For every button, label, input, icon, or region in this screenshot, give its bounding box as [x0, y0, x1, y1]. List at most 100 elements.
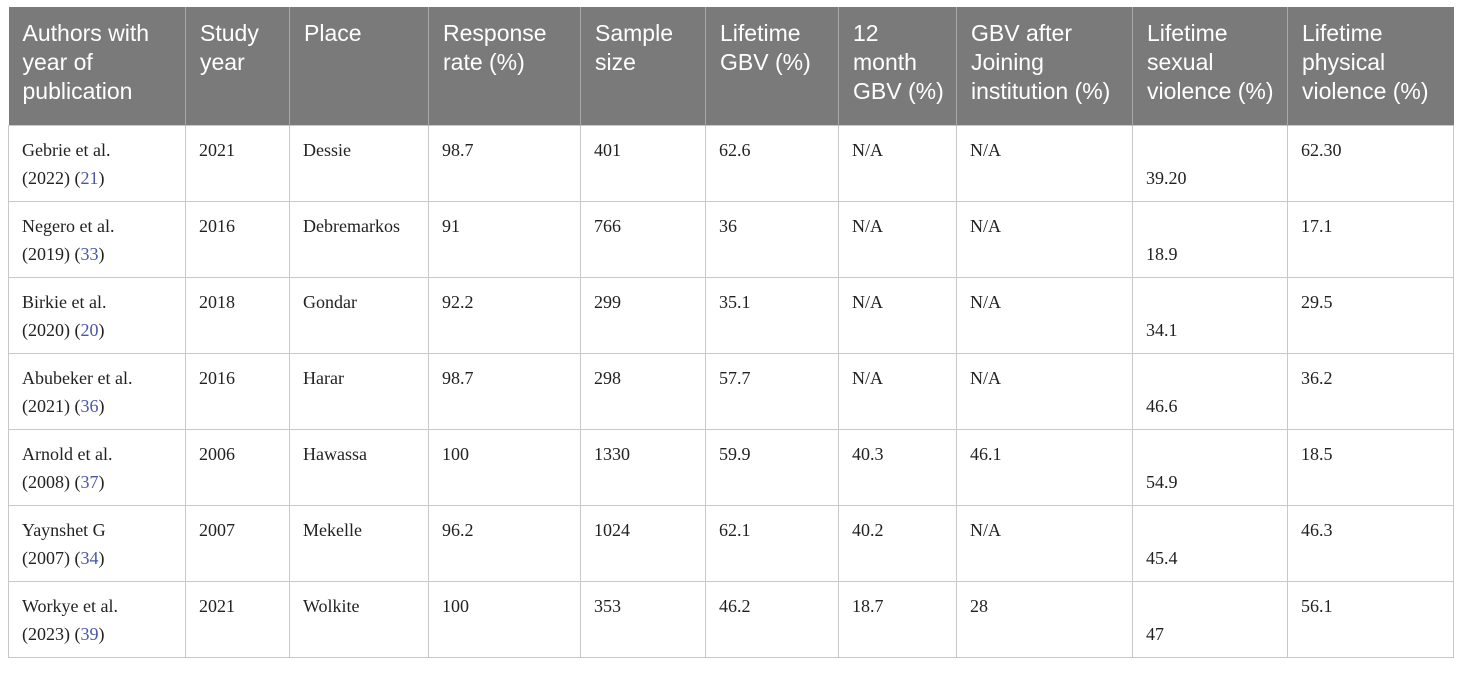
publication-year: (2007): [22, 547, 70, 568]
lifetime-physical-violence-cell: 46.3: [1287, 504, 1454, 582]
lifetime-sexual-violence-cell: 45.4: [1132, 504, 1288, 582]
table-body: Gebrie et al. (2022) (21) 2021 Dessie 98.7 40…: [8, 124, 1454, 658]
lifetime-sexual-violence-cell: 54.9: [1132, 428, 1288, 506]
reference-link[interactable]: 33: [80, 243, 99, 264]
publication-year: (2023): [22, 623, 70, 644]
header-lifetime-gbv: Lifetime GBV (%): [705, 7, 839, 125]
gbv-after-joining-cell: N/A: [956, 504, 1133, 582]
sample-size-cell: 401: [580, 124, 706, 202]
reference-link[interactable]: 21: [80, 167, 99, 188]
study-year-cell: 2021: [185, 580, 290, 658]
table-row: Arnold et al. (2008) (37) 2006 Hawassa 100 13…: [8, 428, 1454, 506]
place-cell: Mekelle: [289, 504, 429, 582]
lifetime-sexual-violence-cell: 47: [1132, 580, 1288, 658]
header-12-month-gbv: 12 month GBV (%): [838, 7, 957, 125]
reference-link[interactable]: 37: [80, 471, 99, 492]
lifetime-physical-violence-cell: 36.2: [1287, 352, 1454, 430]
place-cell: Harar: [289, 352, 429, 430]
header-response-rate: Response rate (%): [428, 7, 581, 125]
author-cell: Gebrie et al. (2022) (21): [8, 124, 186, 202]
response-rate-cell: 98.7: [428, 352, 581, 430]
author-cell: Birkie et al. (2020) (20): [8, 276, 186, 354]
header-row: Authors with year of publication Study y…: [8, 7, 1454, 125]
table-header: Authors with year of publication Study y…: [8, 7, 1454, 125]
lifetime-physical-violence-cell: 17.1: [1287, 200, 1454, 278]
author-name: Workye et al.: [22, 595, 119, 616]
header-sample-size: Sample size: [580, 7, 706, 125]
table-row: Birkie et al. (2020) (20) 2018 Gondar 92.2 29…: [8, 276, 1454, 354]
lifetime-sexual-violence-cell: 34.1: [1132, 276, 1288, 354]
publication-year: (2022): [22, 167, 70, 188]
response-rate-cell: 100: [428, 428, 581, 506]
publication-year: (2020): [22, 319, 70, 340]
lifetime-sexual-violence-value: 45.4: [1146, 547, 1178, 568]
study-year-cell: 2021: [185, 124, 290, 202]
study-year-cell: 2016: [185, 200, 290, 278]
reference-link[interactable]: 20: [80, 319, 99, 340]
lifetime-sexual-violence-cell: 39.20: [1132, 124, 1288, 202]
author-name: Birkie et al.: [22, 291, 107, 312]
gbv-studies-table: Authors with year of publication Study y…: [8, 7, 1454, 658]
lifetime-gbv-cell: 62.6: [705, 124, 839, 202]
sample-size-cell: 299: [580, 276, 706, 354]
12-month-gbv-cell: N/A: [838, 276, 957, 354]
response-rate-cell: 91: [428, 200, 581, 278]
gbv-after-joining-cell: 28: [956, 580, 1133, 658]
reference-link[interactable]: 36: [80, 395, 99, 416]
author-cell: Abubeker et al. (2021) (36): [8, 352, 186, 430]
place-cell: Debremarkos: [289, 200, 429, 278]
gbv-after-joining-cell: N/A: [956, 276, 1133, 354]
lifetime-sexual-violence-value: 39.20: [1146, 167, 1187, 188]
author-name: Abubeker et al.: [22, 367, 133, 388]
author-cell: Negero et al. (2019) (33): [8, 200, 186, 278]
12-month-gbv-cell: 40.3: [838, 428, 957, 506]
sample-size-cell: 1024: [580, 504, 706, 582]
lifetime-gbv-cell: 57.7: [705, 352, 839, 430]
12-month-gbv-cell: 18.7: [838, 580, 957, 658]
header-study-year: Study year: [185, 7, 290, 125]
study-year-cell: 2007: [185, 504, 290, 582]
lifetime-sexual-violence-value: 54.9: [1146, 471, 1178, 492]
publication-year: (2019): [22, 243, 70, 264]
reference-link[interactable]: 39: [80, 623, 99, 644]
place-cell: Gondar: [289, 276, 429, 354]
response-rate-cell: 100: [428, 580, 581, 658]
publication-year: (2021): [22, 395, 70, 416]
response-rate-cell: 92.2: [428, 276, 581, 354]
author-name: Gebrie et al.: [22, 139, 111, 160]
table-row: Gebrie et al. (2022) (21) 2021 Dessie 98.7 40…: [8, 124, 1454, 202]
lifetime-sexual-violence-value: 47: [1146, 623, 1164, 644]
12-month-gbv-cell: N/A: [838, 124, 957, 202]
study-year-cell: 2006: [185, 428, 290, 506]
sample-size-cell: 1330: [580, 428, 706, 506]
12-month-gbv-cell: N/A: [838, 200, 957, 278]
lifetime-physical-violence-cell: 56.1: [1287, 580, 1454, 658]
lifetime-sexual-violence-value: 18.9: [1146, 243, 1178, 264]
lifetime-physical-violence-cell: 18.5: [1287, 428, 1454, 506]
gbv-after-joining-cell: N/A: [956, 200, 1133, 278]
lifetime-gbv-cell: 46.2: [705, 580, 839, 658]
gbv-after-joining-cell: N/A: [956, 352, 1133, 430]
publication-year: (2008): [22, 471, 70, 492]
lifetime-gbv-cell: 59.9: [705, 428, 839, 506]
lifetime-sexual-violence-value: 46.6: [1146, 395, 1178, 416]
response-rate-cell: 98.7: [428, 124, 581, 202]
header-place: Place: [289, 7, 429, 125]
reference-link[interactable]: 34: [80, 547, 99, 568]
author-cell: Arnold et al. (2008) (37): [8, 428, 186, 506]
header-authors: Authors with year of publication: [8, 7, 186, 125]
author-name: Negero et al.: [22, 215, 115, 236]
table-row: Yaynshet G (2007) (34) 2007 Mekelle 96.2 1024…: [8, 504, 1454, 582]
12-month-gbv-cell: 40.2: [838, 504, 957, 582]
sample-size-cell: 766: [580, 200, 706, 278]
place-cell: Wolkite: [289, 580, 429, 658]
lifetime-physical-violence-cell: 62.30: [1287, 124, 1454, 202]
table-row: Abubeker et al. (2021) (36) 2016 Harar 98.7 2…: [8, 352, 1454, 430]
response-rate-cell: 96.2: [428, 504, 581, 582]
lifetime-gbv-cell: 62.1: [705, 504, 839, 582]
author-name: Arnold et al.: [22, 443, 113, 464]
lifetime-gbv-cell: 36: [705, 200, 839, 278]
author-name: Yaynshet G: [22, 519, 106, 540]
lifetime-sexual-violence-cell: 18.9: [1132, 200, 1288, 278]
table-row: Negero et al. (2019) (33) 2016 Debremarkos 9…: [8, 200, 1454, 278]
